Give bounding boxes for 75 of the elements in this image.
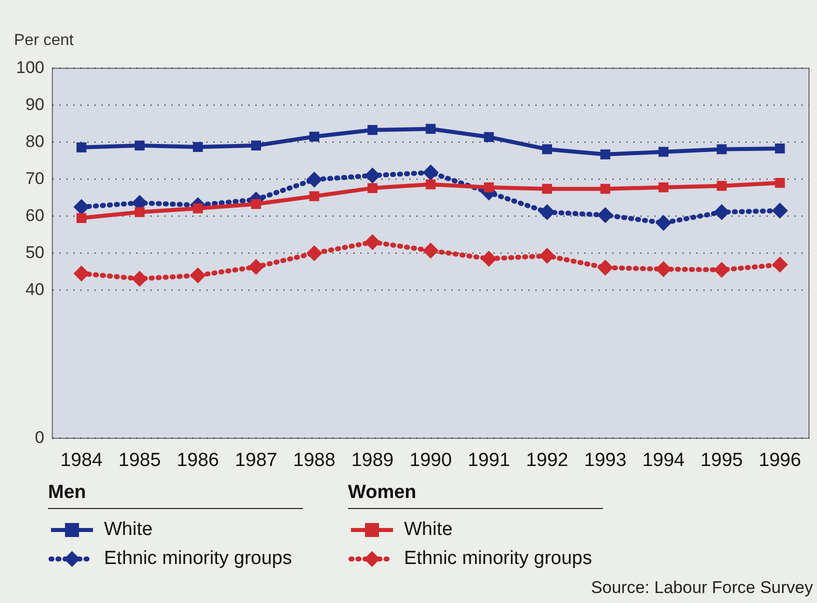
point — [716, 144, 727, 154]
x-tick-label: 1984 — [60, 450, 104, 471]
point — [658, 146, 668, 157]
legend-label: Ethnic minority groups — [104, 548, 292, 570]
point — [714, 262, 730, 278]
point — [73, 198, 90, 215]
point — [309, 191, 320, 202]
x-tick-label: 1991 — [468, 450, 510, 471]
y-axis-title: Per cent — [14, 32, 74, 50]
point — [539, 204, 556, 220]
point — [76, 142, 86, 152]
point — [251, 199, 262, 209]
point — [251, 140, 262, 150]
point — [539, 248, 556, 264]
point — [422, 164, 439, 181]
y-tick-label: 90 — [25, 94, 44, 114]
point — [480, 250, 497, 267]
point — [542, 144, 552, 154]
legend-label: Ethnic minority groups — [404, 548, 592, 570]
point — [73, 266, 90, 282]
point — [192, 203, 203, 214]
x-tick-label: 1985 — [118, 450, 161, 471]
y-tick-label: 0 — [34, 428, 44, 447]
x-tick-label: 1988 — [293, 450, 336, 471]
point — [248, 258, 264, 275]
x-tick-label: 1993 — [584, 450, 626, 471]
y-tick-label: 60 — [25, 206, 44, 225]
point — [76, 213, 86, 223]
y-tick-label: 100 — [16, 58, 44, 77]
y-tick-label: 80 — [25, 132, 44, 151]
point — [597, 207, 614, 224]
y-tick-label: 50 — [25, 242, 44, 262]
text: Men — [48, 482, 303, 509]
point — [542, 184, 552, 194]
point — [426, 179, 436, 190]
point — [422, 242, 439, 259]
point — [134, 140, 145, 150]
point — [716, 180, 727, 191]
point — [134, 207, 145, 218]
point — [364, 234, 380, 250]
x-tick-label: 1986 — [176, 450, 220, 471]
point — [484, 182, 494, 192]
y-tick-label: 70 — [25, 168, 44, 188]
point — [658, 182, 668, 192]
source-note: Source: Labour Force Survey — [590, 578, 813, 598]
point — [597, 260, 614, 276]
point — [600, 149, 610, 160]
point — [306, 245, 322, 262]
x-tick-label: 1989 — [351, 450, 394, 471]
point — [772, 202, 788, 219]
legend-label: White — [404, 518, 453, 540]
text: Women — [348, 482, 603, 509]
point — [132, 270, 148, 287]
y-tick-label: 40 — [25, 280, 44, 299]
x-tick-label: 1995 — [700, 450, 743, 471]
point — [484, 132, 494, 142]
x-tick-label: 1996 — [758, 450, 802, 471]
point — [306, 172, 322, 188]
point — [368, 125, 378, 135]
point — [190, 267, 206, 284]
point — [309, 132, 320, 142]
legend-label: White — [104, 518, 153, 540]
point — [774, 144, 785, 154]
x-tick-label: 1994 — [642, 450, 686, 471]
point — [426, 124, 436, 134]
point — [655, 214, 672, 231]
point — [600, 184, 610, 194]
x-tick-label: 1990 — [410, 450, 452, 471]
point — [192, 142, 203, 152]
point — [364, 168, 380, 184]
point — [774, 178, 785, 188]
x-tick-label: 1992 — [526, 450, 568, 471]
point — [368, 183, 378, 194]
point — [772, 256, 788, 273]
x-tick-label: 1987 — [234, 450, 278, 471]
